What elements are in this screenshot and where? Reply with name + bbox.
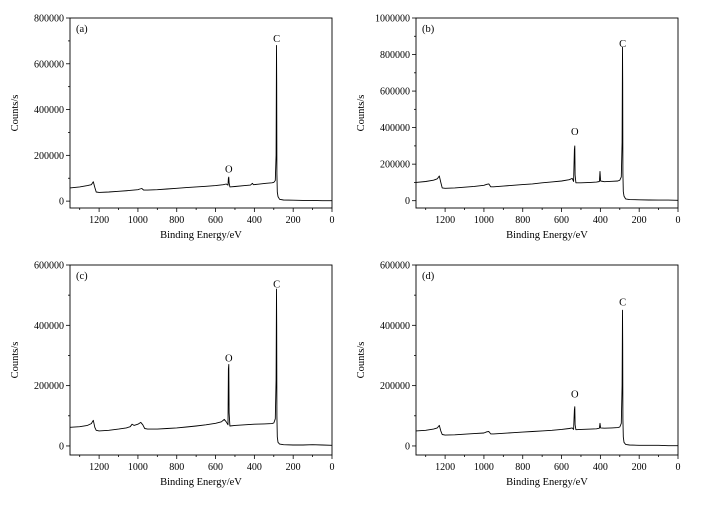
panel-a: 1200 1000 800 600 400 200 0 0 200000 400000 600000… — [10, 14, 335, 242]
peak-label-o: O — [225, 165, 233, 176]
peak-label-o: O — [571, 390, 579, 401]
x-tick-label: 0 — [330, 215, 335, 226]
x-axis-label: Binding Energy/eV — [160, 230, 242, 241]
y-tick-label: 600000 — [380, 87, 410, 98]
peak-label-c: C — [273, 34, 280, 45]
x-tick-label: 200 — [632, 462, 647, 473]
x-axis-label: Binding Energy/eV — [160, 477, 242, 488]
panel-c: 1200 1000 800 600 400 200 0 0 200000 400000 600000… — [10, 261, 335, 489]
y-tick-label: 0 — [405, 196, 410, 207]
y-axis-label: Counts/s — [10, 342, 21, 379]
panel-label: (b) — [422, 24, 435, 35]
y-tick-label: 600000 — [34, 59, 64, 70]
x-tick-label: 200 — [286, 462, 301, 473]
x-tick-label: 800 — [169, 215, 184, 226]
x-tick-label: 1000 — [128, 215, 148, 226]
y-tick-label: 400000 — [380, 321, 410, 332]
y-tick-label: 800000 — [380, 50, 410, 61]
panel-d: 1200 1000 800 600 400 200 0 0 200000 400000 600000… — [356, 261, 681, 489]
y-tick-label: 400000 — [34, 321, 64, 332]
x-tick-label: 200 — [286, 215, 301, 226]
x-tick-label: 1200 — [435, 215, 455, 226]
y-tick-label: 600000 — [34, 261, 64, 272]
y-tick-label: 200000 — [34, 151, 64, 162]
plot-frame — [415, 17, 679, 209]
spectrum-line — [415, 309, 678, 447]
plot-frame — [69, 17, 333, 209]
peak-label-o: O — [225, 354, 233, 365]
peak-label-c: C — [619, 298, 626, 309]
x-axis-label: Binding Energy/eV — [506, 230, 588, 241]
y-tick-label: 400000 — [34, 105, 64, 116]
plot-frame — [69, 264, 333, 456]
x-tick-label: 800 — [515, 215, 530, 226]
y-axis-label: Counts/s — [10, 95, 21, 132]
x-tick-label: 800 — [169, 462, 184, 473]
x-tick-label: 600 — [554, 215, 569, 226]
spectrum-line — [415, 46, 679, 201]
plot-frame — [415, 264, 679, 456]
x-tick-label: 800 — [515, 462, 530, 473]
y-tick-label: 0 — [405, 441, 410, 452]
y-tick-label: 0 — [59, 197, 64, 208]
x-tick-label: 400 — [247, 215, 262, 226]
x-tick-label: 1000 — [474, 462, 494, 473]
spectrum-line — [69, 45, 332, 202]
x-tick-label: 1000 — [128, 462, 148, 473]
y-tick-label: 200000 — [380, 381, 410, 392]
peak-label-c: C — [273, 280, 280, 291]
x-tick-label: 600 — [554, 462, 569, 473]
peak-label-o: O — [571, 127, 579, 138]
panel-label: (c) — [76, 271, 88, 282]
x-axis-label: Binding Energy/eV — [506, 477, 588, 488]
x-tick-label: 400 — [247, 462, 262, 473]
x-tick-label: 400 — [593, 462, 608, 473]
x-tick-label: 400 — [593, 215, 608, 226]
y-tick-label: 1000000 — [375, 14, 410, 25]
x-tick-label: 1000 — [474, 215, 494, 226]
y-tick-label: 400000 — [380, 123, 410, 134]
spectrum-line — [69, 288, 333, 446]
y-tick-label: 0 — [59, 441, 64, 452]
x-tick-label: 1200 — [435, 462, 455, 473]
x-tick-label: 0 — [676, 215, 681, 226]
panel-label: (a) — [76, 24, 88, 35]
y-tick-label: 600000 — [380, 261, 410, 272]
peak-label-c: C — [619, 39, 626, 50]
x-tick-label: 0 — [330, 462, 335, 473]
x-tick-label: 1200 — [89, 462, 109, 473]
x-tick-label: 0 — [676, 462, 681, 473]
x-tick-label: 1200 — [89, 215, 109, 226]
x-tick-label: 600 — [208, 215, 223, 226]
x-tick-label: 200 — [632, 215, 647, 226]
panel-b: 1200 1000 800 600 400 200 0 0 200000 400000 600000… — [356, 14, 681, 242]
panel-label: (d) — [422, 271, 435, 282]
y-tick-label: 200000 — [34, 381, 64, 392]
x-tick-label: 600 — [208, 462, 223, 473]
y-tick-label: 800000 — [34, 14, 64, 25]
y-tick-label: 200000 — [380, 160, 410, 171]
y-axis-label: Counts/s — [356, 95, 367, 132]
y-axis-label: Counts/s — [356, 342, 367, 379]
